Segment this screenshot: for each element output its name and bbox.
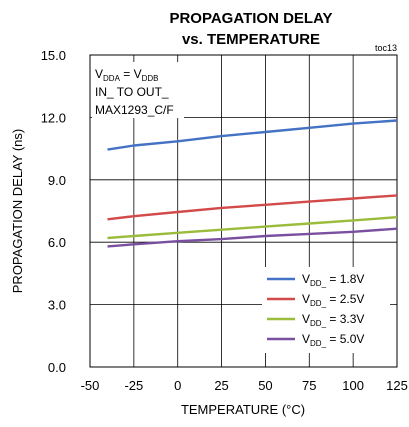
annotation-background <box>92 62 184 118</box>
x-axis-label: TEMPERATURE (°C) <box>181 402 305 417</box>
chart-title-line1: PROPAGATION DELAY <box>169 10 332 27</box>
y-tick-label: 12.0 <box>41 110 66 125</box>
annotation-line3: MAX1293_C/F <box>95 103 174 117</box>
chart-tag: toc13 <box>375 43 397 53</box>
x-tick-label: -50 <box>81 378 100 393</box>
series-line-4 <box>107 227 398 248</box>
legend-label-3: VDD_ = 3.3V <box>302 312 364 328</box>
legend-label-1: VDD_ = 1.8V <box>302 272 364 288</box>
x-tick-labels: -50 -25 0 25 50 75 100 125 <box>81 378 408 393</box>
x-tick-label: 125 <box>386 378 408 393</box>
y-tick-label: 3.0 <box>48 298 66 313</box>
x-tick-label: 100 <box>342 378 364 393</box>
x-tick-label: 50 <box>258 378 272 393</box>
y-axis-label: PROPAGATION DELAY (ns) <box>10 129 25 293</box>
series-line-3 <box>107 216 398 240</box>
chart-title-line2: vs. TEMPERATURE <box>182 31 320 48</box>
series-layer <box>107 119 398 248</box>
y-tick-label: 0.0 <box>48 360 66 375</box>
x-tick-label: 0 <box>174 378 181 393</box>
annotation-sub1: DDA <box>103 74 121 83</box>
annotation-line2: IN_ TO OUT_ <box>95 85 169 99</box>
y-tick-labels: 0.0 3.0 6.0 9.0 12.0 15.0 <box>41 48 66 375</box>
y-tick-label: 9.0 <box>48 173 66 188</box>
annotation-line1: VDDA = VDDB <box>95 67 158 83</box>
y-tick-label: 15.0 <box>41 48 66 63</box>
x-tick-label: -25 <box>124 378 143 393</box>
x-tick-label: 25 <box>214 378 228 393</box>
x-tick-label: 75 <box>302 378 316 393</box>
annotation-v1: V <box>95 67 103 81</box>
series-line-1 <box>107 119 398 151</box>
legend: VDD_ = 1.8V VDD_ = 2.5V VDD_ = 3.3V VDD_ = … <box>267 272 364 348</box>
y-tick-label: 6.0 <box>48 235 66 250</box>
annotation-sub2: DDB <box>142 74 159 83</box>
legend-label-4: VDD_ = 5.0V <box>302 332 364 348</box>
annotation-eq: = V <box>120 67 142 81</box>
series-line-2 <box>107 194 398 221</box>
legend-label-2: VDD_ = 2.5V <box>302 292 364 308</box>
